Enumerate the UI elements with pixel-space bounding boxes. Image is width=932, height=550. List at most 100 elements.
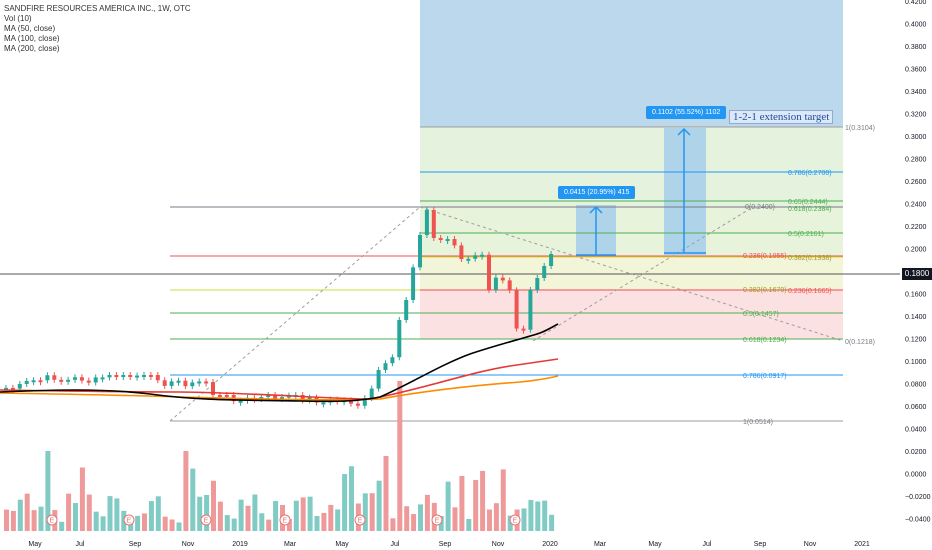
volume-bar <box>293 500 299 531</box>
candle-body <box>45 375 50 381</box>
volume-bar <box>397 381 403 531</box>
measure-label-small[interactable]: 0.0415 (20.95%) 415 <box>558 186 636 199</box>
candle-body <box>528 290 533 330</box>
volume-bar <box>66 493 72 531</box>
candle-body <box>66 379 71 382</box>
volume-bar <box>10 510 16 531</box>
volume-bars <box>4 381 555 531</box>
volume-bar <box>459 476 465 531</box>
price-axis-label: 0.0600 <box>905 404 927 411</box>
moving-averages <box>0 323 559 403</box>
candle-body <box>438 238 443 240</box>
fib-ret-label: 0.236(0.1665) <box>788 288 832 295</box>
fib-ret-label: 1(0.0514) <box>743 419 773 426</box>
price-axis-label: 0.4200 <box>905 0 927 6</box>
fib-ext-label: 0.65(0.2444) <box>788 199 828 206</box>
price-axis-label: 0.3600 <box>905 67 927 74</box>
candle-body <box>176 380 181 383</box>
ma200-line <box>0 375 559 401</box>
candle-body <box>52 375 57 380</box>
volume-bar <box>211 480 216 531</box>
price-axis-label: 0.1200 <box>905 337 927 344</box>
candle-body <box>100 377 105 380</box>
candle-body <box>142 375 146 377</box>
volume-bar <box>24 493 30 531</box>
candle-body <box>500 277 505 281</box>
time-axis-label: Mar <box>594 541 607 548</box>
time-axis-label: May <box>648 541 662 548</box>
price-axis-label: 0.1600 <box>905 292 927 299</box>
price-axis-label: 0.2200 <box>905 224 927 231</box>
candle-body <box>418 235 422 268</box>
volume-bar <box>376 480 382 531</box>
candle-body <box>535 278 540 290</box>
time-axis-label: May <box>335 541 349 548</box>
volume-bar <box>286 519 292 531</box>
candle-body <box>355 403 360 406</box>
volume-bar <box>169 519 175 531</box>
volume-bar <box>487 509 492 531</box>
volume-bar <box>383 456 389 531</box>
fib-ret-label: 0.786(0.0917) <box>743 373 787 380</box>
candle-body <box>376 370 381 389</box>
fib-ext-label: 0.382(0.1938) <box>788 255 832 262</box>
candle-body <box>493 277 498 290</box>
volume-bar <box>45 451 51 531</box>
fib-ext-label: 0.786(0.2700) <box>788 170 832 177</box>
volume-bar <box>114 498 120 531</box>
candle-body <box>542 266 547 278</box>
time-axis-label: Sep <box>754 541 767 548</box>
candle-body <box>183 380 188 387</box>
price-axis-label: 0.2000 <box>905 247 927 254</box>
fib-zones <box>420 0 843 339</box>
time-axis-label: Nov <box>804 541 817 548</box>
volume-bar <box>183 451 189 531</box>
candle-body <box>224 395 229 397</box>
candle-body <box>549 254 554 266</box>
volume-bar <box>314 516 320 531</box>
candle-body <box>466 258 471 261</box>
candle-body <box>390 357 395 364</box>
candle-body <box>10 387 15 390</box>
time-axis-label: Sep <box>129 541 142 548</box>
candle-body <box>4 387 8 390</box>
time-axis-label: Mar <box>284 541 297 548</box>
volume-bar <box>93 511 99 531</box>
candle-body <box>211 382 215 395</box>
candle-body <box>79 377 84 381</box>
time-axis[interactable]: May Jul Sep Nov 2019 Mar May Jul Sep Nov 2020 Mar Ma… <box>0 536 932 550</box>
price-axis-label: 0.4000 <box>905 22 927 29</box>
symbol-title: SANDFIRE RESOURCES AMERICA INC., 1W, OTC <box>4 4 191 13</box>
time-axis-label: Jul <box>76 541 85 548</box>
measure-label-large[interactable]: 0.1102 (55.52%) 1102 <box>646 106 727 119</box>
volume-bar <box>4 509 9 531</box>
time-axis-label: Nov <box>492 541 505 548</box>
time-axis-label: Jul <box>703 541 712 548</box>
candle-body <box>238 400 243 403</box>
time-axis-label: Nov <box>182 541 195 548</box>
volume-bar <box>31 510 37 531</box>
price-axis-label: 0.0800 <box>905 382 927 389</box>
candle-body <box>480 254 485 257</box>
volume-bar <box>162 516 168 531</box>
volume-bar <box>500 469 506 531</box>
candle-body <box>17 384 22 389</box>
legend-ma100: MA (100, close) <box>4 34 60 43</box>
volume-bar <box>549 514 555 531</box>
volume-bar <box>342 474 348 531</box>
svg-text:E: E <box>283 518 288 525</box>
candle-body <box>300 395 305 401</box>
fib-ret-label: 0.5(0.1457) <box>743 311 779 318</box>
legend-vol: Vol (10) <box>4 14 32 23</box>
fib-ret-label: 0.382(0.1679) <box>743 287 787 294</box>
candle-body <box>169 381 174 386</box>
volume-bar <box>404 506 410 531</box>
chart-legend: SANDFIRE RESOURCES AMERICA INC., 1W, OTC… <box>4 4 191 54</box>
candle-body <box>217 395 222 397</box>
volume-bar <box>390 518 396 531</box>
svg-text:E: E <box>435 518 440 525</box>
time-axis-label: Sep <box>439 541 452 548</box>
extension-target-note[interactable]: 1-2-1 extension target <box>729 110 834 124</box>
candle-body <box>73 377 77 380</box>
